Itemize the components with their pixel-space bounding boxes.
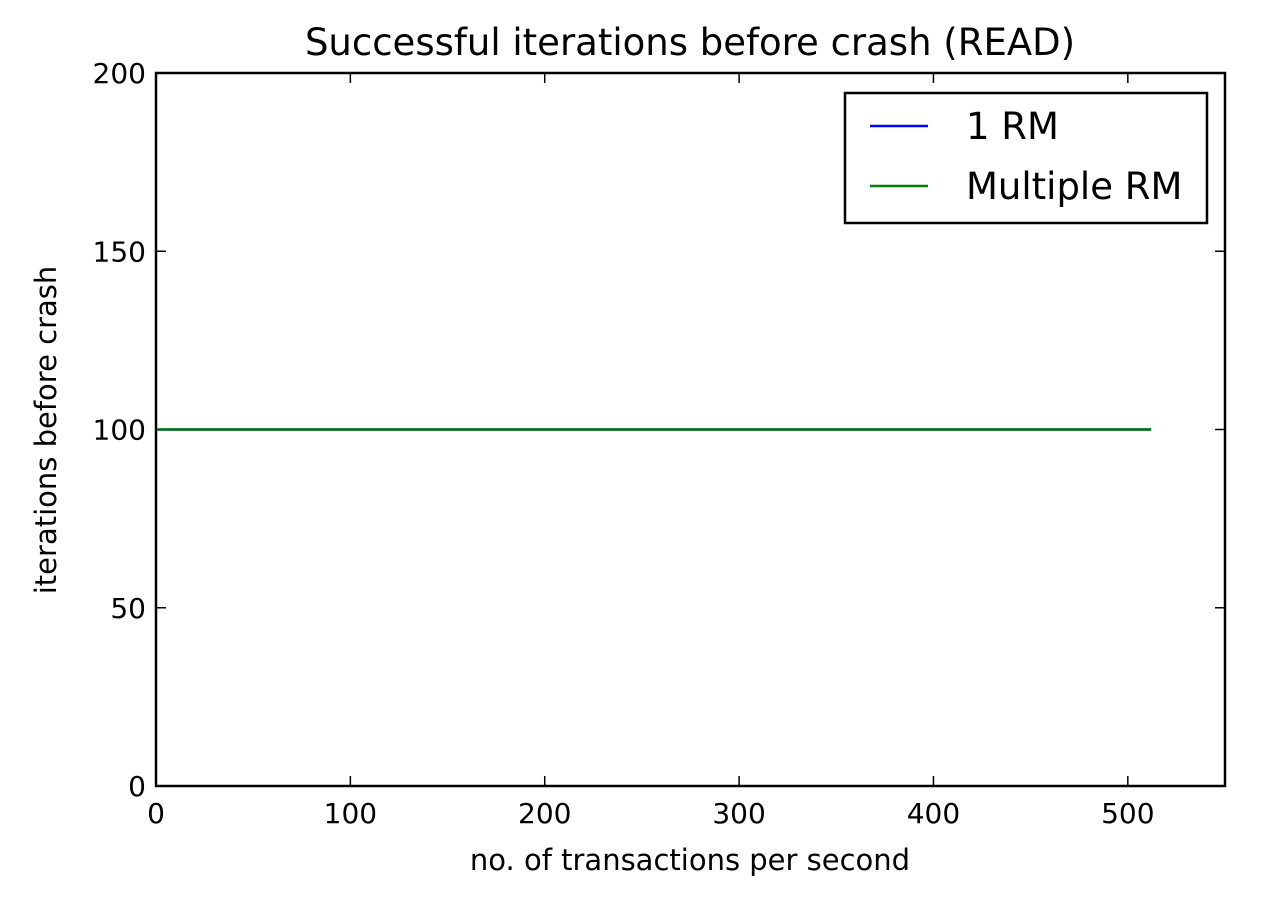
- ticks-layer: 0 100 200 300 400 500 0 50 100 150 200: [93, 57, 1225, 830]
- x-tick-label: 0: [147, 797, 165, 830]
- x-tick-label: 100: [324, 797, 377, 830]
- plot-frame: [154, 71, 1227, 788]
- legend-label: Multiple RM: [966, 165, 1182, 208]
- x-axis-label: no. of transactions per second: [470, 843, 910, 877]
- legend-label: 1 RM: [966, 105, 1059, 148]
- y-tick-label: 100: [93, 414, 146, 447]
- chart-title: Successful iterations before crash (READ…: [305, 21, 1075, 64]
- x-tick-label: 200: [518, 797, 571, 830]
- y-tick-label: 0: [128, 770, 146, 803]
- y-tick-label: 50: [110, 592, 146, 625]
- y-axis-label: iterations before crash: [29, 266, 63, 595]
- x-tick-label: 500: [1101, 797, 1154, 830]
- legend-box: [843, 91, 1209, 225]
- x-tick-label: 300: [712, 797, 765, 830]
- legend: 1 RM Multiple RM: [843, 91, 1209, 225]
- x-tick-label: 400: [907, 797, 960, 830]
- y-tick-label: 150: [93, 235, 146, 268]
- y-tick-label: 200: [93, 57, 146, 90]
